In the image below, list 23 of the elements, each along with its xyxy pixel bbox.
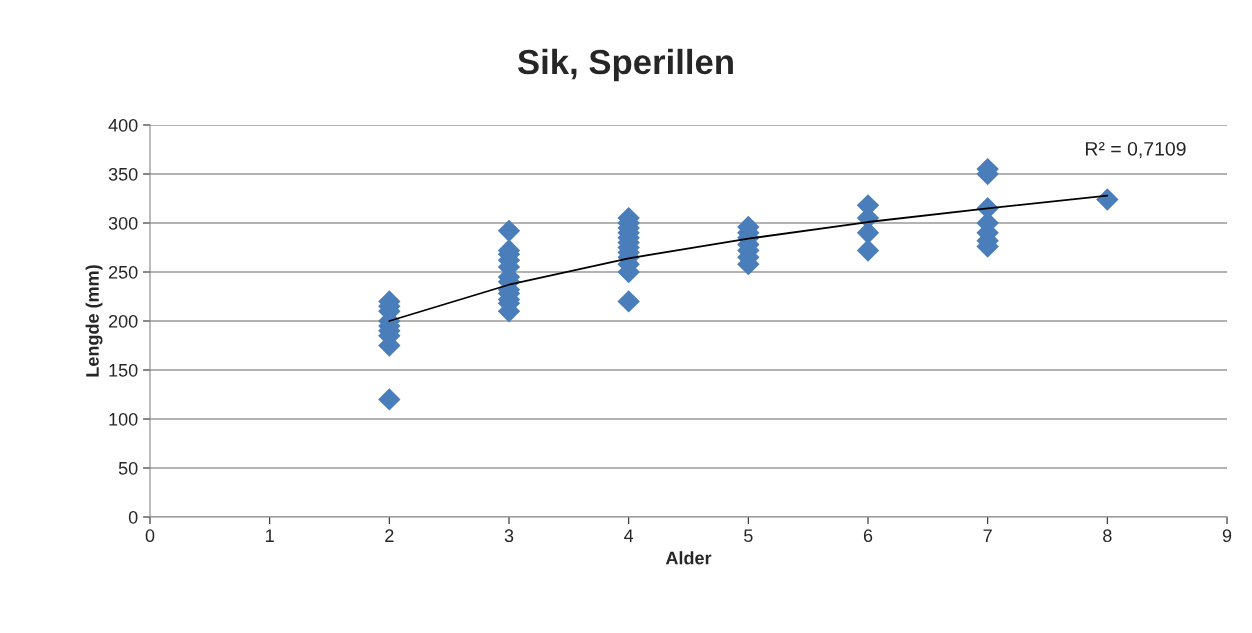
x-tick-label: 2 (385, 529, 394, 542)
x-tick-label: 1 (266, 529, 274, 542)
x-tick-label: 5 (744, 529, 753, 543)
annotation: R² = 0,7109 (1085, 141, 1186, 158)
y-tick-label: 100 (109, 412, 138, 426)
x-tick-label: 0 (145, 529, 155, 543)
x-axis-title: Alder (665, 551, 712, 565)
y-tick-label: 50 (118, 461, 138, 475)
y-tick-label: 0 (128, 510, 138, 524)
x-tick-label: 6 (863, 529, 873, 543)
x-tick-label: 3 (504, 529, 514, 543)
y-tick-label: 200 (108, 314, 138, 328)
y-axis-title: Lengde (mm) (85, 265, 103, 377)
x-tick-label: 8 (1103, 529, 1112, 543)
x-tick-label: 4 (624, 529, 634, 542)
y-tick-label: 300 (108, 216, 138, 230)
y-tick-label: 250 (108, 265, 138, 279)
y-tick-label: 350 (108, 167, 138, 181)
y-tick-label: 150 (109, 363, 138, 377)
y-tick-label: 400 (108, 118, 138, 132)
x-tick-label: 9 (1222, 529, 1232, 543)
x-tick-label: 7 (983, 529, 992, 542)
chart-title: Sik, Sperillen (517, 48, 733, 82)
